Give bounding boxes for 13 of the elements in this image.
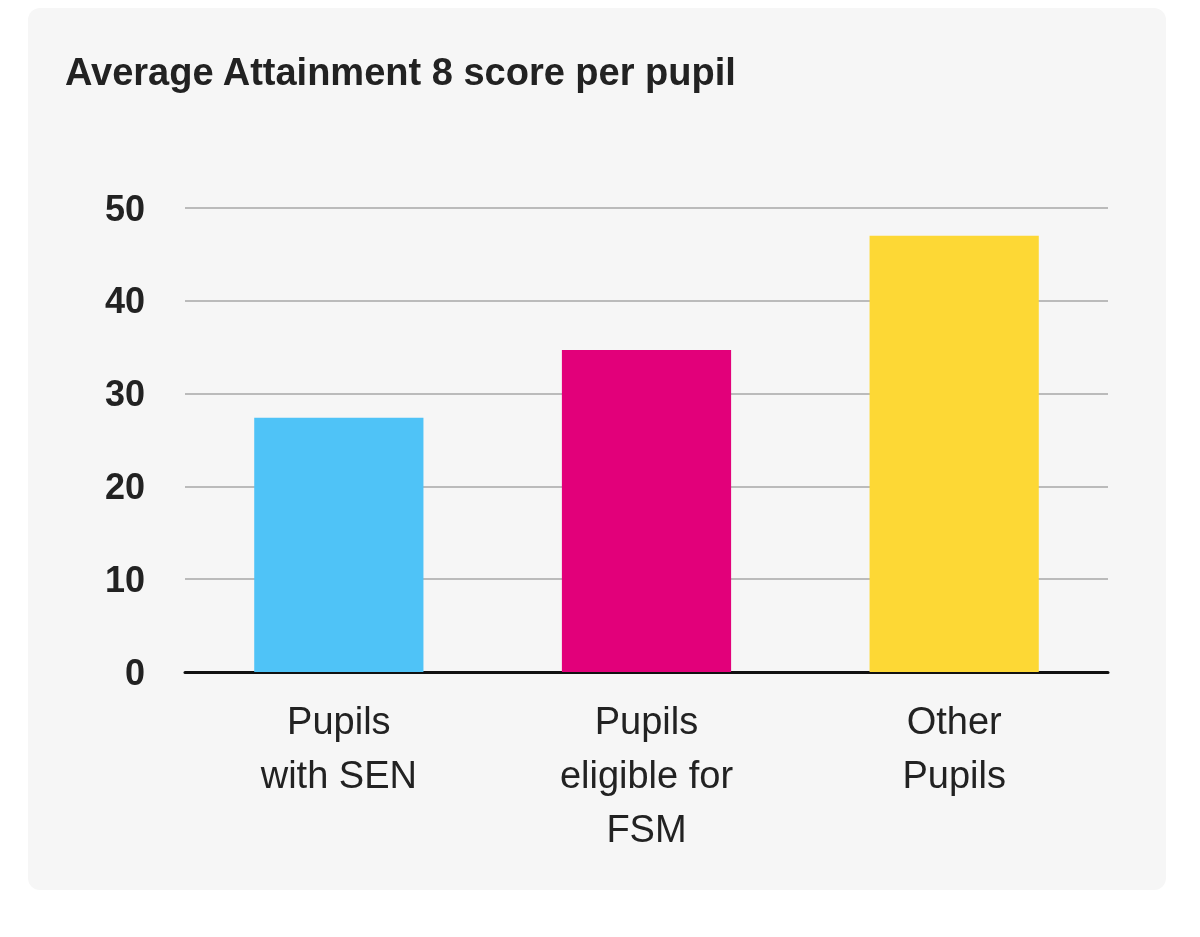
chart-title: Average Attainment 8 score per pupil: [65, 51, 736, 93]
y-tick-label: 20: [104, 465, 145, 507]
x-tick-label: Other Pupils: [902, 700, 1006, 796]
y-tick-label: 0: [124, 651, 145, 693]
y-tick-label: 10: [104, 558, 145, 600]
bar: [869, 235, 1039, 672]
y-tick-label: 30: [104, 373, 145, 415]
bar: [254, 417, 424, 672]
y-tick-label: 40: [104, 280, 145, 322]
y-tick-label: 50: [104, 187, 145, 229]
x-tick-label: Pupils eligible for FSM: [559, 700, 734, 850]
x-tick-label: Pupils with SEN: [259, 700, 417, 796]
bar: [561, 349, 732, 672]
